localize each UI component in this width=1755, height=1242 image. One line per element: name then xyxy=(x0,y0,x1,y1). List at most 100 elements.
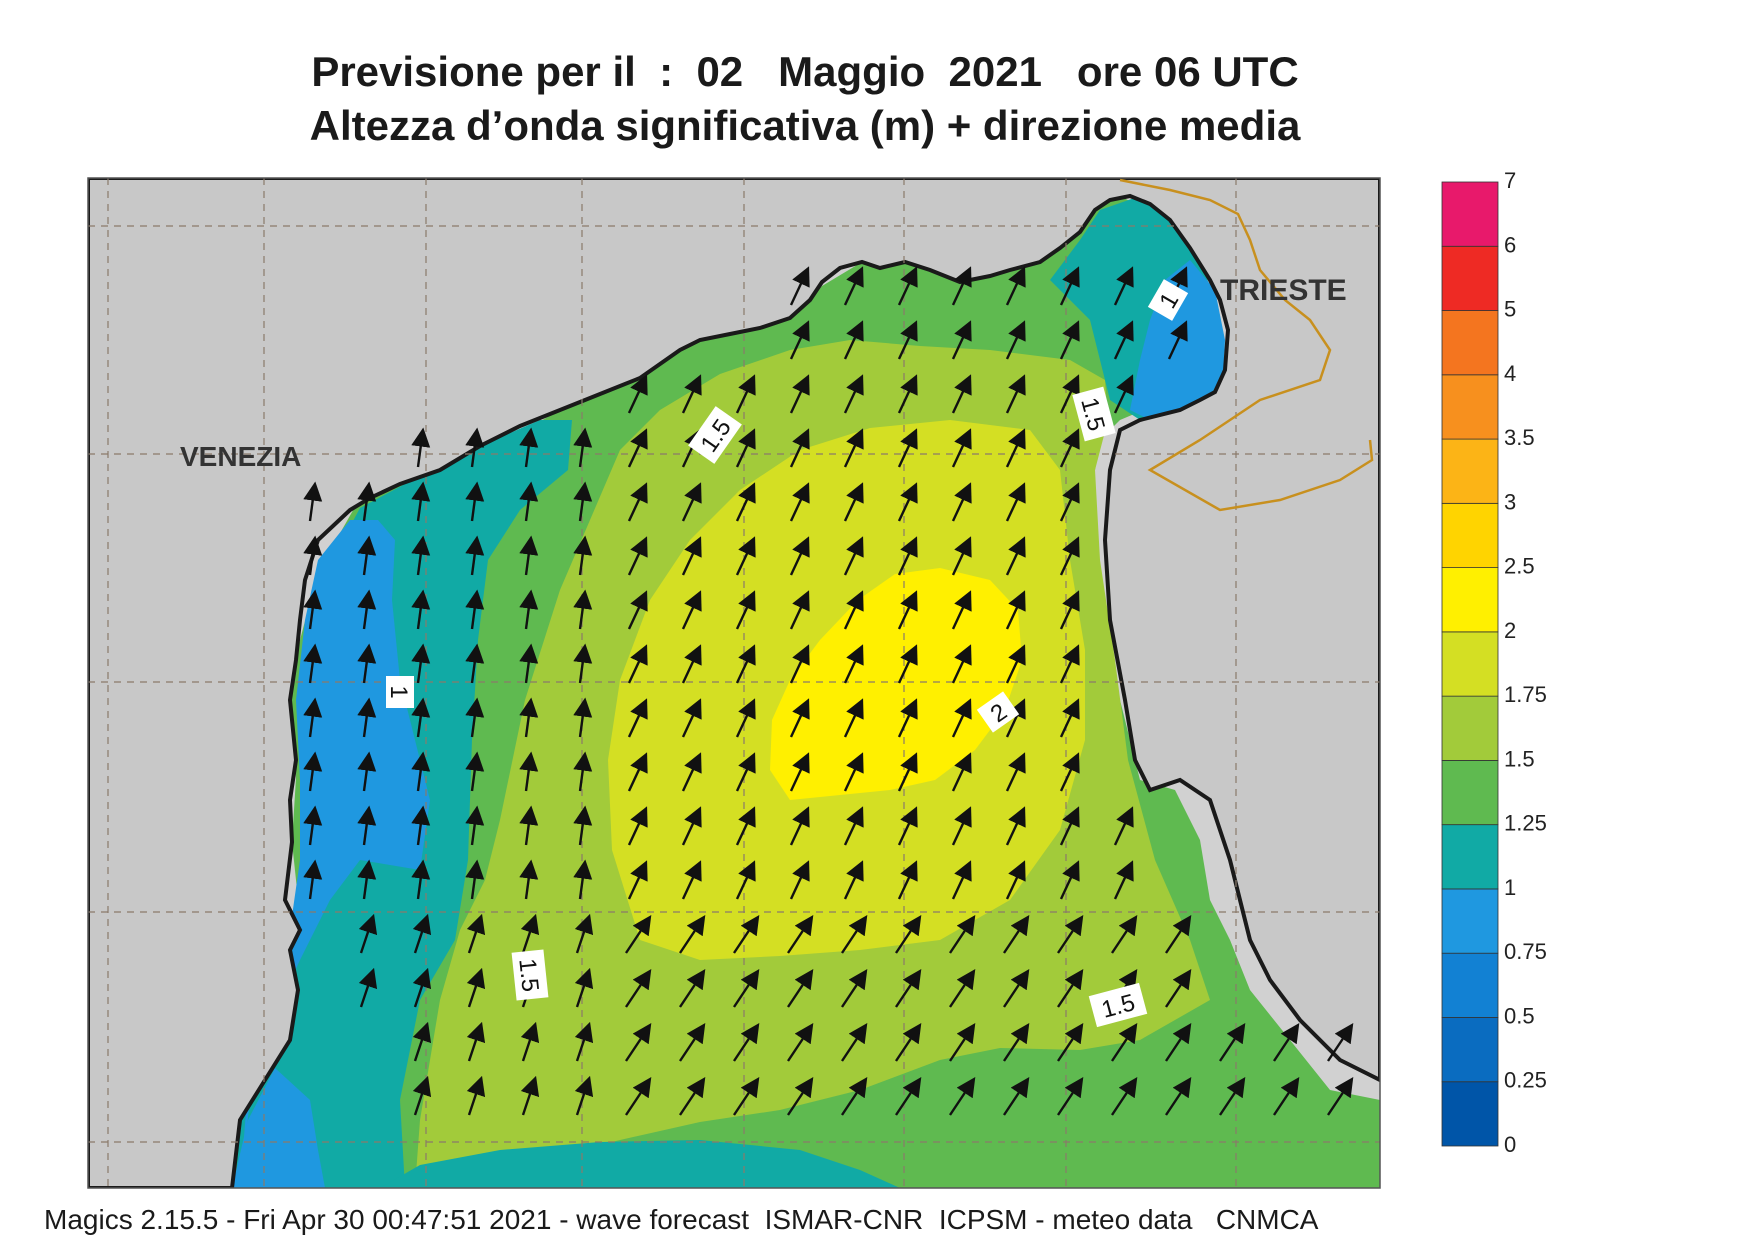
direction-arrow xyxy=(951,698,972,738)
direction-arrow xyxy=(735,806,756,846)
direction-arrow xyxy=(1327,1023,1354,1062)
direction-arrow xyxy=(465,697,485,738)
direction-arrow xyxy=(1059,860,1080,900)
sea-field xyxy=(88,178,1380,1188)
direction-arrow xyxy=(843,644,864,684)
direction-arrow xyxy=(627,860,648,900)
direction-arrow xyxy=(519,751,539,792)
direction-arrow xyxy=(843,374,864,414)
legend-swatch xyxy=(1441,888,1499,954)
direction-arrow xyxy=(735,482,756,522)
direction-arrow xyxy=(627,536,648,576)
direction-arrow xyxy=(357,643,377,684)
direction-arrow xyxy=(789,644,810,684)
direction-arrow xyxy=(681,752,702,792)
direction-arrow xyxy=(841,915,868,954)
direction-arrow xyxy=(681,806,702,846)
legend-tick-label: 1 xyxy=(1504,875,1516,900)
direction-arrow xyxy=(412,1021,432,1062)
direction-arrow xyxy=(625,1023,652,1062)
direction-arrow xyxy=(789,536,810,576)
direction-arrow xyxy=(789,266,810,306)
direction-arrow xyxy=(679,969,706,1008)
direction-arrow xyxy=(681,698,702,738)
direction-arrow xyxy=(412,913,432,954)
direction-arrow xyxy=(735,698,756,738)
direction-arrow xyxy=(1059,590,1080,630)
direction-arrow xyxy=(303,751,323,792)
direction-arrow xyxy=(574,1021,594,1062)
direction-arrow xyxy=(1005,698,1026,738)
direction-arrow xyxy=(897,752,918,792)
direction-arrow xyxy=(1059,752,1080,792)
legend-swatch xyxy=(1441,824,1499,890)
direction-arrow xyxy=(1111,915,1138,954)
direction-arrow xyxy=(1273,1077,1300,1116)
direction-arrow xyxy=(733,1077,760,1116)
direction-arrow xyxy=(1059,482,1080,522)
direction-arrow xyxy=(520,913,540,954)
direction-arrow xyxy=(466,1021,486,1062)
direction-arrow xyxy=(895,969,922,1008)
direction-arrow xyxy=(843,698,864,738)
direction-arrow xyxy=(951,428,972,468)
direction-arrow xyxy=(787,915,814,954)
direction-arrow xyxy=(1057,1077,1084,1116)
wave-band-blue-southwest xyxy=(232,1068,325,1188)
direction-arrow xyxy=(411,751,431,792)
direction-arrow xyxy=(1005,428,1026,468)
direction-arrow xyxy=(735,590,756,630)
direction-arrow xyxy=(1113,374,1134,414)
legend-tick-label: 1.5 xyxy=(1504,746,1535,771)
direction-arrow xyxy=(843,536,864,576)
direction-arrow xyxy=(466,913,486,954)
direction-arrow xyxy=(897,266,918,306)
label-venezia: VENEZIA xyxy=(180,441,301,472)
direction-arrow xyxy=(520,1075,540,1116)
direction-arrow xyxy=(951,752,972,792)
legend-swatch xyxy=(1441,695,1499,761)
direction-arrow xyxy=(843,860,864,900)
direction-arrow xyxy=(789,590,810,630)
direction-arrow xyxy=(625,1077,652,1116)
direction-arrow xyxy=(357,589,377,630)
legend-tick-label: 3 xyxy=(1504,489,1516,514)
direction-arrow xyxy=(411,643,431,684)
legend-swatch xyxy=(1441,438,1499,504)
direction-arrow xyxy=(1005,806,1026,846)
direction-arrow xyxy=(1059,536,1080,576)
legend-swatch xyxy=(1441,310,1499,376)
direction-arrow xyxy=(1057,969,1084,1008)
direction-arrow xyxy=(411,859,431,900)
legend-swatch xyxy=(1441,952,1499,1018)
direction-arrow xyxy=(951,536,972,576)
direction-arrow xyxy=(951,806,972,846)
direction-arrow xyxy=(519,589,539,630)
direction-arrow xyxy=(465,859,485,900)
direction-arrow xyxy=(411,697,431,738)
direction-arrow xyxy=(1059,428,1080,468)
direction-arrow xyxy=(303,643,323,684)
direction-arrow xyxy=(895,1023,922,1062)
direction-arrow xyxy=(789,860,810,900)
direction-arrow xyxy=(627,644,648,684)
direction-arrow xyxy=(1005,374,1026,414)
direction-arrow xyxy=(519,427,539,468)
direction-arrow xyxy=(1005,752,1026,792)
direction-arrow xyxy=(897,536,918,576)
direction-arrow xyxy=(951,266,972,306)
direction-arrow xyxy=(411,589,431,630)
footer-credits: Magics 2.15.5 - Fri Apr 30 00:47:51 2021… xyxy=(44,1204,1319,1235)
direction-arrow xyxy=(465,427,485,468)
direction-arrow xyxy=(735,428,756,468)
legend-tick-label: 0.75 xyxy=(1504,939,1547,964)
direction-arrow xyxy=(787,1023,814,1062)
direction-arrow xyxy=(466,1075,486,1116)
direction-arrow xyxy=(411,481,431,522)
legend-tick-label: 2.5 xyxy=(1504,554,1535,579)
direction-arrow xyxy=(1059,644,1080,684)
direction-arrow xyxy=(951,590,972,630)
direction-arrow xyxy=(519,481,539,522)
direction-arrow xyxy=(733,915,760,954)
direction-arrow xyxy=(303,805,323,846)
